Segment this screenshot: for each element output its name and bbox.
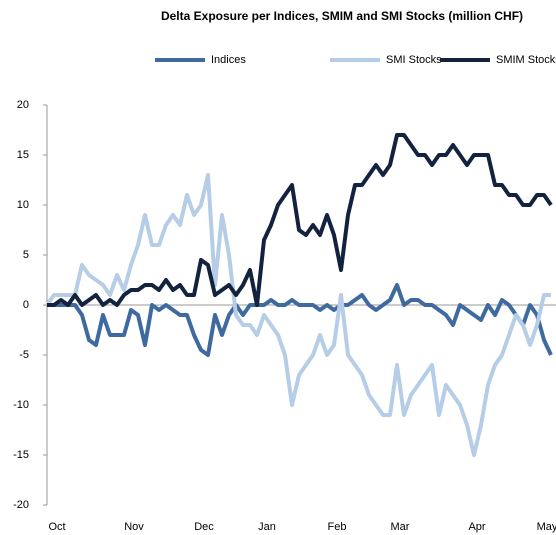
- x-tick-label: Mar: [391, 521, 410, 533]
- x-tick-label: May: [537, 521, 556, 533]
- y-tick-label: -20: [13, 499, 29, 511]
- y-tick-label: 10: [17, 199, 29, 211]
- x-tick-label: Nov: [124, 521, 144, 533]
- x-tick-label: Feb: [328, 521, 347, 533]
- series-line: [47, 133, 553, 307]
- chart-title: Delta Exposure per Indices, SMIM and SMI…: [161, 9, 523, 23]
- legend-label: SMI Stocks: [386, 54, 442, 66]
- x-tick-label: Apr: [468, 521, 485, 533]
- series-line: [45, 173, 551, 457]
- series-line: [47, 283, 553, 357]
- y-tick-label: 15: [17, 149, 29, 161]
- legend-label: Indices: [211, 54, 246, 66]
- y-tick-label: -10: [13, 399, 29, 411]
- y-tick-label: 5: [23, 249, 29, 261]
- legend-label: SMIM Stocks: [496, 54, 556, 66]
- x-tick-label: Jan: [258, 521, 276, 533]
- x-tick-label: Oct: [48, 521, 65, 533]
- y-tick-label: -15: [13, 449, 29, 461]
- y-tick-label: -5: [19, 349, 29, 361]
- y-tick-label: 20: [17, 99, 29, 111]
- y-tick-label: 0: [23, 299, 29, 311]
- x-tick-label: Dec: [194, 521, 214, 533]
